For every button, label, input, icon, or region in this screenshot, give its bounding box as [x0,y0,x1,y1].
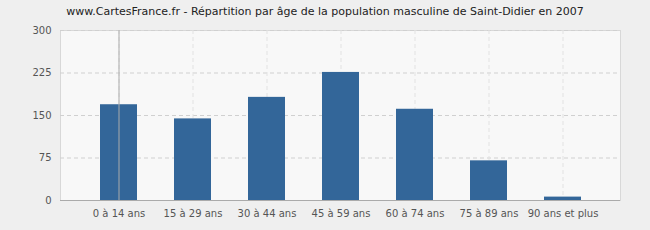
svg-text:15 à 29 ans: 15 à 29 ans [164,208,223,219]
svg-text:45 à 59 ans: 45 à 59 ans [312,208,371,219]
svg-text:300: 300 [32,25,51,36]
html-text:www.CartesFrance.fr - Répartit: www.CartesFrance.fr - Répartition par âg… [66,5,584,18]
svg-text:0 à 14 ans: 0 à 14 ans [93,208,145,219]
svg-text:75 à 89 ans: 75 à 89 ans [460,208,519,219]
svg-text:0: 0 [45,195,51,206]
svg-text:150: 150 [32,110,51,121]
svg-text:75: 75 [39,152,52,163]
svg-text:60 à 74 ans: 60 à 74 ans [386,208,445,219]
svg-text:90 ans et plus: 90 ans et plus [528,208,599,219]
svg-text:30 à 44 ans: 30 à 44 ans [238,208,297,219]
svg-text:225: 225 [32,67,51,78]
